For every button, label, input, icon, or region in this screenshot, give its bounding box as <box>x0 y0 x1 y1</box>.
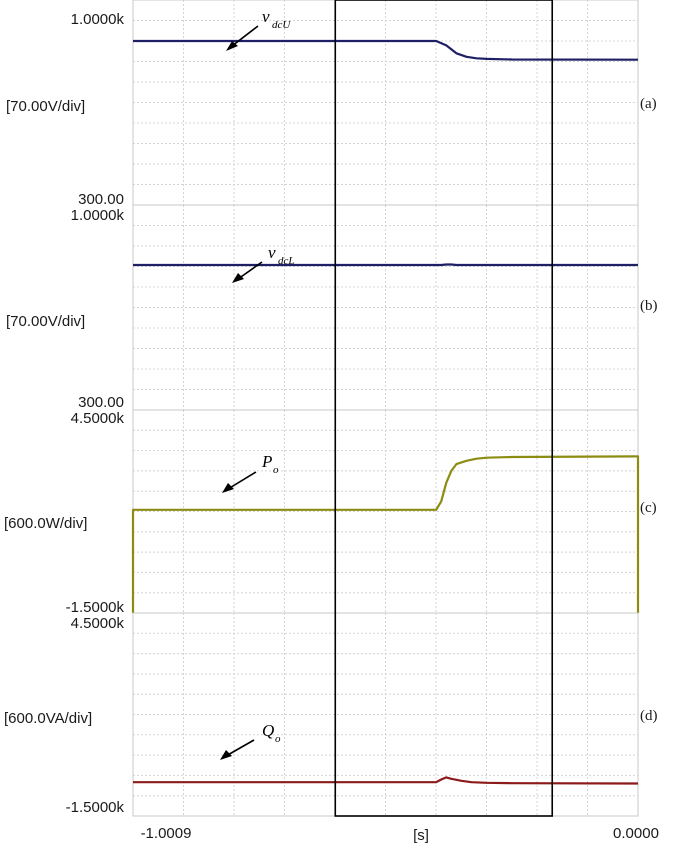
panel-a-annotation: v dcU <box>226 7 291 51</box>
panel-a-trace <box>133 39 639 61</box>
panel-c-tag: (c) <box>640 500 657 516</box>
panel-c-annotation: P o <box>222 452 279 493</box>
panel-c-trace <box>131 455 640 613</box>
panel-d-arrowhead <box>220 750 232 760</box>
panel-a-ytick-bottom: 300.00 <box>78 191 124 208</box>
panel-b-ytick-top: 1.0000k <box>71 207 125 224</box>
panel-d-tag: (d) <box>640 708 658 724</box>
panel-c-annotation-main: P <box>261 452 272 471</box>
xaxis-max-label: 0.0000 <box>613 825 659 842</box>
panel-a-tag: (a) <box>640 96 657 112</box>
panel-d-ytick-top: 4.5000k <box>71 615 125 632</box>
highlight-window <box>334 0 554 817</box>
panel-a-arrowhead <box>226 41 238 51</box>
panel-c-scale-label: [600.0W/div] <box>4 515 87 532</box>
panels-group <box>131 0 640 817</box>
panel-d-annotation-sub: o <box>275 733 281 745</box>
panel-d-scale-label: [600.0VA/div] <box>4 710 92 727</box>
panel-a-ytick-top: 1.0000k <box>71 11 125 28</box>
panel-a-scale-label: [70.00V/div] <box>6 98 85 115</box>
panel-b-annotation: v dcL <box>232 243 295 283</box>
panel-b-tag: (b) <box>640 298 658 314</box>
panel-a-annotation-sub: dcU <box>272 19 291 31</box>
panel-a-arrow <box>231 25 259 47</box>
panel-a-annotation-main: v <box>262 7 270 26</box>
panel-b-arrow <box>237 261 263 280</box>
xaxis-unit-label: [s] <box>413 827 429 844</box>
panel-d-arrow <box>225 739 255 757</box>
panel-c-arrow <box>227 471 257 490</box>
panel-b-trace <box>133 263 638 267</box>
xaxis-min-label: -1.0009 <box>141 825 192 842</box>
panel-d-annotation-main: Q <box>262 721 274 740</box>
panel-b-ytick-bottom: 300.00 <box>78 394 124 411</box>
panel-d-ytick-bottom: -1.5000k <box>66 799 125 816</box>
panel-c-ytick-top: 4.5000k <box>71 410 125 427</box>
panel-b-annotation-main: v <box>268 243 276 262</box>
panel-b-annotation-sub: dcL <box>278 255 295 267</box>
panel-b-scale-label: [70.00V/div] <box>6 313 85 330</box>
panel-d-annotation: Q o <box>220 721 281 760</box>
panel-c-ytick-bottom: -1.5000k <box>66 599 125 616</box>
panel-c-annotation-sub: o <box>273 464 279 476</box>
panel-d-trace <box>133 776 639 785</box>
panel-c-arrowhead <box>222 483 234 493</box>
panel-b-arrowhead <box>232 273 244 283</box>
